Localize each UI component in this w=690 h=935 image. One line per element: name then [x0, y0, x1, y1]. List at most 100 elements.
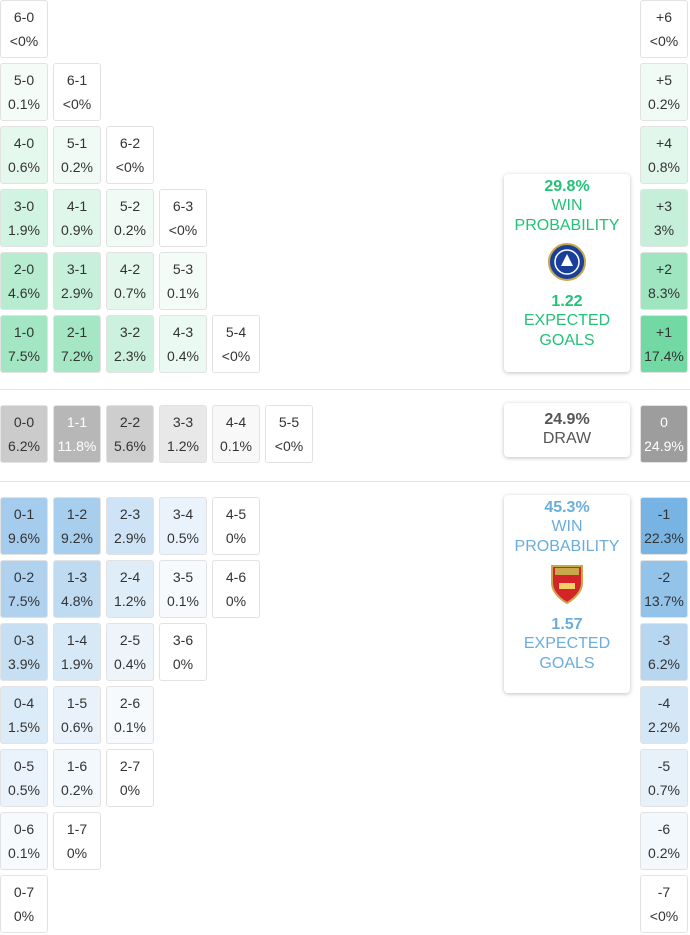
probability: 0% — [225, 530, 247, 546]
score-label: 4-2 — [119, 261, 141, 277]
probability: 0.1% — [220, 438, 252, 454]
probability: 22.3% — [644, 530, 684, 546]
score-label: 3-0 — [13, 198, 35, 214]
score-label: 5-2 — [119, 198, 141, 214]
score-label: -5 — [657, 758, 671, 774]
probability: 9.2% — [61, 530, 93, 546]
score-label: 0-1 — [13, 506, 35, 522]
probability: <0% — [115, 159, 145, 175]
score-label: 0-0 — [13, 414, 35, 430]
probability: 0.4% — [114, 656, 146, 672]
score-cell: 5-3 0.1% — [159, 252, 207, 310]
probability: 0.7% — [648, 782, 680, 798]
probability-label: WIN PROBABILITY — [514, 197, 620, 234]
probability: 9.6% — [8, 530, 40, 546]
score-label: 3-2 — [119, 324, 141, 340]
probability: 0% — [66, 845, 88, 861]
probability: 0.2% — [648, 96, 680, 112]
score-label: 3-1 — [66, 261, 88, 277]
score-cell: +2 8.3% — [640, 252, 688, 310]
score-label: -2 — [657, 569, 671, 585]
score-cell: 1-5 0.6% — [53, 686, 101, 744]
probability: 0.1% — [167, 593, 199, 609]
score-label: 6-3 — [172, 198, 194, 214]
expected-goals-label: EXPECTED GOALS — [523, 635, 611, 672]
win-probability: 29.8% — [544, 178, 590, 195]
expected-goals: 1.57 — [551, 616, 583, 633]
probability: <0% — [168, 222, 198, 238]
score-label: 2-0 — [13, 261, 35, 277]
score-cell: 4-3 0.4% — [159, 315, 207, 373]
score-cell: 2-3 2.9% — [106, 497, 154, 555]
score-cell: 3-4 0.5% — [159, 497, 207, 555]
score-label: 2-3 — [119, 506, 141, 522]
score-cell: 6-3 <0% — [159, 189, 207, 247]
score-label: 2-7 — [119, 758, 141, 774]
score-cell: 5-1 0.2% — [53, 126, 101, 184]
score-cell: 3-2 2.3% — [106, 315, 154, 373]
score-cell: 0-6 0.1% — [0, 812, 48, 870]
separator — [0, 389, 690, 390]
score-cell: 3-5 0.1% — [159, 560, 207, 618]
probability-label: DRAW — [542, 430, 592, 447]
score-cell: +1 17.4% — [640, 315, 688, 373]
probability: 0.4% — [167, 348, 199, 364]
probability: 1.2% — [167, 438, 199, 454]
score-cell: 4-0 0.6% — [0, 126, 48, 184]
probability: <0% — [9, 33, 39, 49]
score-cell: 4-2 0.7% — [106, 252, 154, 310]
score-label: 1-5 — [66, 695, 88, 711]
score-label: 1-3 — [66, 569, 88, 585]
score-label: 0 — [660, 414, 668, 430]
probability: 2.9% — [114, 530, 146, 546]
score-label: 0-7 — [13, 884, 35, 900]
score-label: -4 — [657, 695, 671, 711]
probability: 13.7% — [644, 593, 684, 609]
score-cell: 3-1 2.9% — [53, 252, 101, 310]
probability: 4.6% — [8, 285, 40, 301]
score-label: 4-0 — [13, 135, 35, 151]
probability: 0.9% — [61, 222, 93, 238]
score-label: 4-5 — [225, 506, 247, 522]
probability: 0.2% — [114, 222, 146, 238]
score-cell: 6-0 <0% — [0, 0, 48, 58]
score-label: 5-5 — [278, 414, 300, 430]
score-label: 2-4 — [119, 569, 141, 585]
score-label: -3 — [657, 632, 671, 648]
score-label: 2-5 — [119, 632, 141, 648]
probability: <0% — [221, 348, 251, 364]
probability: 0.1% — [8, 845, 40, 861]
probability: 1.2% — [114, 593, 146, 609]
score-cell: 2-0 4.6% — [0, 252, 48, 310]
probability: 7.5% — [8, 348, 40, 364]
probability: 6.2% — [648, 656, 680, 672]
score-cell: -3 6.2% — [640, 623, 688, 681]
probability: 11.8% — [57, 438, 97, 454]
probability: 0.6% — [8, 159, 40, 175]
score-label: 6-1 — [66, 72, 88, 88]
score-cell: 0-5 0.5% — [0, 749, 48, 807]
score-cell: -7 <0% — [640, 875, 688, 933]
score-cell: 1-1 11.8% — [53, 405, 101, 463]
score-cell: 0-3 3.9% — [0, 623, 48, 681]
score-cell: -2 13.7% — [640, 560, 688, 618]
score-cell: 0-4 1.5% — [0, 686, 48, 744]
win-probability: 45.3% — [544, 499, 590, 516]
score-cell: 1-3 4.8% — [53, 560, 101, 618]
probability: 2.9% — [61, 285, 93, 301]
probability: 3.9% — [8, 656, 40, 672]
score-cell: 1-2 9.2% — [53, 497, 101, 555]
score-cell: 2-7 0% — [106, 749, 154, 807]
probability: <0% — [274, 438, 304, 454]
probability: 0% — [119, 782, 141, 798]
team-crest — [547, 242, 587, 287]
score-label: 5-1 — [66, 135, 88, 151]
probability: 0.1% — [114, 719, 146, 735]
score-cell: 2-5 0.4% — [106, 623, 154, 681]
score-label: +2 — [656, 261, 672, 277]
probability: 0.1% — [167, 285, 199, 301]
probability: 0.8% — [648, 159, 680, 175]
summary-card: 45.3% WIN PROBABILITY 1.57 EXPECTED GOALS — [504, 495, 630, 693]
probability: 17.4% — [644, 348, 684, 364]
